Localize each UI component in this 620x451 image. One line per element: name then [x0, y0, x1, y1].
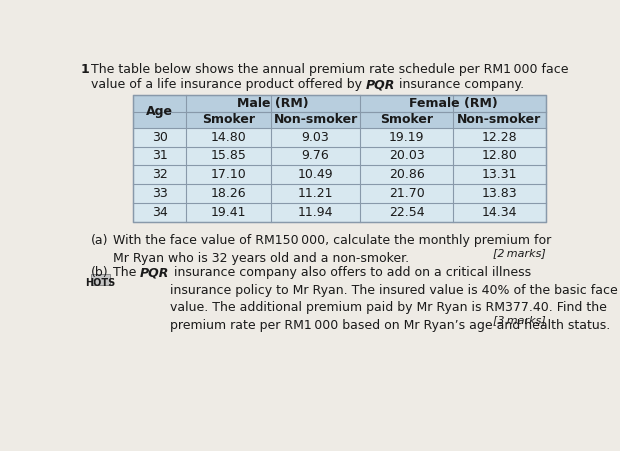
Text: 22.54: 22.54 — [389, 206, 424, 219]
Text: HOTS: HOTS — [86, 278, 116, 288]
Text: Smoker: Smoker — [380, 114, 433, 126]
Text: 33: 33 — [152, 187, 167, 200]
Text: 17.10: 17.10 — [211, 168, 247, 181]
Text: 31: 31 — [152, 149, 167, 162]
Bar — [91, 274, 110, 285]
Text: 9.03: 9.03 — [302, 131, 329, 143]
Text: 19.41: 19.41 — [211, 206, 247, 219]
Text: 21.70: 21.70 — [389, 187, 425, 200]
Text: Male (RM): Male (RM) — [237, 97, 309, 110]
Text: Age: Age — [146, 105, 173, 118]
Text: With the face value of RM150 000, calculate the monthly premium for
Mr Ryan who : With the face value of RM150 000, calcul… — [113, 235, 551, 265]
Text: 11.94: 11.94 — [298, 206, 334, 219]
Text: insurance company.: insurance company. — [396, 78, 525, 92]
Text: (a): (a) — [91, 235, 108, 247]
Text: 13.31: 13.31 — [482, 168, 517, 181]
Text: Smoker: Smoker — [202, 114, 255, 126]
Text: 20.03: 20.03 — [389, 149, 425, 162]
Bar — [133, 95, 546, 128]
Text: 10.49: 10.49 — [298, 168, 334, 181]
Text: 14.80: 14.80 — [211, 131, 247, 143]
Text: PQR: PQR — [140, 266, 169, 279]
Bar — [133, 95, 546, 222]
Text: (b): (b) — [91, 266, 108, 279]
Text: The: The — [113, 266, 140, 279]
Text: 13.83: 13.83 — [482, 187, 517, 200]
Text: PQR: PQR — [366, 78, 396, 92]
Text: 15.85: 15.85 — [211, 149, 247, 162]
Text: 14.34: 14.34 — [482, 206, 517, 219]
Text: 34: 34 — [152, 206, 167, 219]
Text: 19.19: 19.19 — [389, 131, 424, 143]
Text: 12.80: 12.80 — [482, 149, 517, 162]
Text: [2 marks]: [2 marks] — [494, 248, 546, 258]
Text: Female (RM): Female (RM) — [409, 97, 497, 110]
Text: 18.26: 18.26 — [211, 187, 247, 200]
Text: 1: 1 — [81, 63, 89, 76]
Bar — [133, 95, 546, 222]
Text: The table below shows the annual premium rate schedule per RM1 000 face: The table below shows the annual premium… — [91, 63, 569, 76]
Text: [3 marks]: [3 marks] — [494, 315, 546, 325]
Text: Non-smoker: Non-smoker — [273, 114, 358, 126]
Text: 30: 30 — [152, 131, 167, 143]
Text: 11.21: 11.21 — [298, 187, 334, 200]
Text: Non-smoker: Non-smoker — [458, 114, 542, 126]
Text: 32: 32 — [152, 168, 167, 181]
Text: insurance company also offers to add on a critical illness
insurance policy to M: insurance company also offers to add on … — [169, 266, 618, 332]
Text: 20.86: 20.86 — [389, 168, 425, 181]
Text: value of a life insurance product offered by: value of a life insurance product offere… — [91, 78, 366, 92]
Text: 9.76: 9.76 — [302, 149, 329, 162]
Text: 12.28: 12.28 — [482, 131, 517, 143]
